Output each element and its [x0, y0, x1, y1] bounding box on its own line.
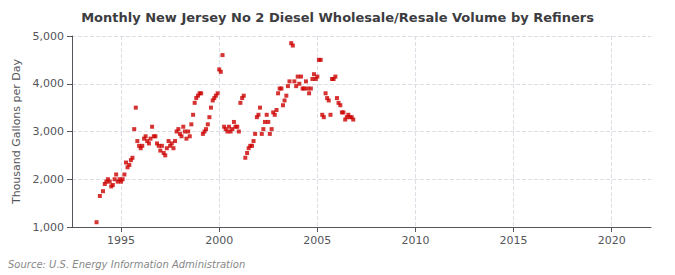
- svg-text:1995: 1995: [107, 234, 135, 247]
- svg-text:4,000: 4,000: [33, 77, 65, 90]
- svg-text:2005: 2005: [303, 234, 331, 247]
- svg-text:Source: U.S. Energy Informatio: Source: U.S. Energy Information Administ…: [8, 259, 245, 270]
- svg-text:2,000: 2,000: [33, 173, 65, 186]
- svg-text:2010: 2010: [401, 234, 429, 247]
- svg-text:1,000: 1,000: [33, 221, 65, 234]
- svg-text:2020: 2020: [598, 234, 626, 247]
- svg-text:5,000: 5,000: [33, 30, 65, 43]
- svg-text:3,000: 3,000: [33, 125, 65, 138]
- svg-text:Thousand Gallons per Day: Thousand Gallons per Day: [10, 58, 23, 205]
- svg-text:Monthly New Jersey No 2 Diesel: Monthly New Jersey No 2 Diesel Wholesale…: [81, 10, 594, 25]
- svg-text:2015: 2015: [500, 234, 528, 247]
- svg-text:2000: 2000: [205, 234, 233, 247]
